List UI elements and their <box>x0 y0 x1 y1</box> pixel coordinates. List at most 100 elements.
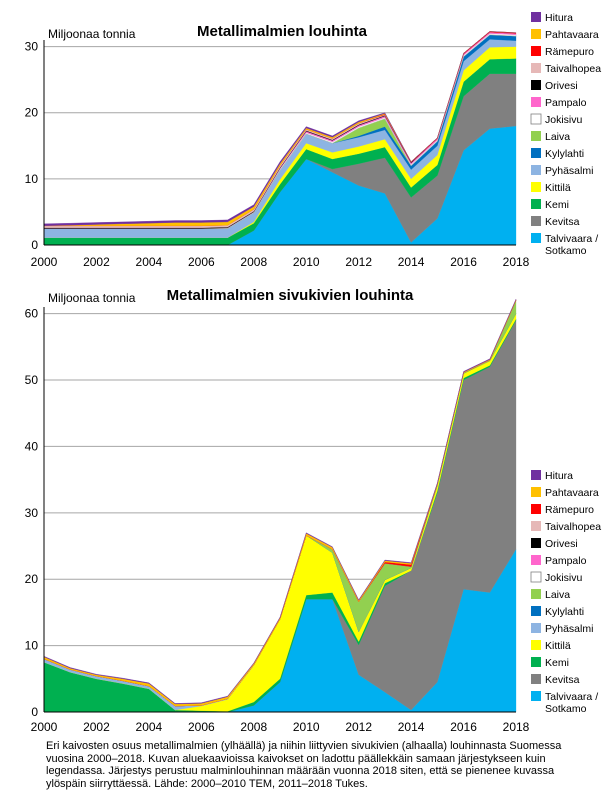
x-tick-label: 2000 <box>31 255 58 269</box>
legend-label: Laiva <box>545 589 570 601</box>
legend-label: Rämepuro <box>545 46 594 58</box>
y-tick-label: 10 <box>25 639 39 653</box>
x-tick-label: 2006 <box>188 720 215 734</box>
y-axis-label: Miljoonaa tonnia <box>48 27 136 41</box>
legend-swatch-taivalhopea <box>531 521 541 531</box>
x-tick-label: 2014 <box>398 720 425 734</box>
x-tick-label: 2018 <box>503 255 530 269</box>
legend-label: Pyhäsalmi <box>545 165 593 177</box>
y-tick-label: 30 <box>25 40 39 54</box>
legend-swatch-kemi <box>531 657 541 667</box>
y-axis-label: Miljoonaa tonnia <box>48 291 136 305</box>
x-tick-label: 2000 <box>31 720 58 734</box>
x-tick-label: 2006 <box>188 255 215 269</box>
x-tick-label: 2016 <box>450 255 477 269</box>
legend-label: Pampalo <box>545 555 587 567</box>
legend-swatch-kevitsa <box>531 216 541 226</box>
legend-label: Kittilä <box>545 182 571 194</box>
y-tick-label: 60 <box>25 307 39 321</box>
legend-label: Pampalo <box>545 97 587 109</box>
legend-swatch-kemi <box>531 199 541 209</box>
x-tick-label: 2016 <box>450 720 477 734</box>
x-tick-label: 2012 <box>345 720 372 734</box>
legend-swatch-pahtavaara <box>531 29 541 39</box>
legend-label: Taivalhopea <box>545 63 601 75</box>
x-tick-label: 2010 <box>293 720 320 734</box>
legend-swatch-talvivaara <box>531 691 541 701</box>
legend-swatch-ramepuro <box>531 46 541 56</box>
legend-swatch-taivalhopea <box>531 63 541 73</box>
legend-swatch-pampalo <box>531 555 541 565</box>
legend-label: Rämepuro <box>545 504 594 516</box>
legend-label: Orivesi <box>545 538 578 550</box>
legend-swatch-pampalo <box>531 97 541 107</box>
legend-swatch-kylylahti <box>531 606 541 616</box>
legend-label: Kemi <box>545 657 569 669</box>
legend-label: Kittilä <box>545 640 571 652</box>
legend-label: Jokisivu <box>545 114 583 126</box>
legend-swatch-ramepuro <box>531 504 541 514</box>
waste-rock-mining-chart: 0 10 20 30 40 50 60 2000 2002 2004 2006 2008 2010 201… <box>25 287 602 734</box>
figure-caption: Eri kaivosten osuus metallimalmien (ylhä… <box>46 740 562 790</box>
legend-label: Pyhäsalmi <box>545 623 593 635</box>
x-tick-label: 2004 <box>136 255 163 269</box>
y-tick-label: 20 <box>25 572 39 586</box>
legend-label: Kevitsa <box>545 674 580 686</box>
legend-label: Talvivaara / <box>545 233 598 245</box>
legend-label: Kevitsa <box>545 216 580 228</box>
legend-swatch-orivesi <box>531 538 541 548</box>
legend-swatch-talvivaara <box>531 233 541 243</box>
legend-label: Kemi <box>545 199 569 211</box>
legend-swatch-kevitsa <box>531 674 541 684</box>
legend-swatch-pyhasalmi <box>531 165 541 175</box>
legend-label: Taivalhopea <box>545 521 601 533</box>
y-tick-label: 20 <box>25 106 39 120</box>
chart-title: Metallimalmien louhinta <box>197 23 368 40</box>
legend-swatch-jokisivu <box>530 113 542 125</box>
legend-swatch-hitura <box>531 470 541 480</box>
chart-title: Metallimalmien sivukivien louhinta <box>167 287 414 304</box>
area-series-hitura <box>43 298 517 705</box>
y-tick-label: 30 <box>25 506 39 520</box>
x-tick-label: 2012 <box>345 255 372 269</box>
y-tick-label: 0 <box>31 238 38 252</box>
legend-label: Jokisivu <box>545 572 583 584</box>
legend-label: Orivesi <box>545 80 578 92</box>
legend-label: Sotkamo <box>545 703 587 715</box>
x-tick-label: 2014 <box>398 255 425 269</box>
legend-label: Hitura <box>545 12 573 24</box>
x-tick-label: 2008 <box>240 720 267 734</box>
x-tick-label: 2010 <box>293 255 320 269</box>
legend-label: Talvivaara / <box>545 691 598 703</box>
x-tick-label: 2002 <box>83 255 110 269</box>
legend-swatch-pyhasalmi <box>531 623 541 633</box>
legend-label: Pahtavaara <box>545 29 599 41</box>
legend-swatch-jokisivu <box>530 571 542 583</box>
legend-swatch-laiva <box>531 589 541 599</box>
ore-mining-chart: 0 10 20 30 2000 2002 2004 2006 2008 2010 2012 2014 2… <box>25 12 601 269</box>
x-tick-label: 2002 <box>83 720 110 734</box>
legend-label: Pahtavaara <box>545 487 599 499</box>
x-tick-label: 2004 <box>136 720 163 734</box>
legend-swatch-kittila <box>531 182 541 192</box>
y-tick-label: 10 <box>25 172 39 186</box>
legend-swatch-kylylahti <box>531 148 541 158</box>
legend-swatch-laiva <box>531 131 541 141</box>
y-tick-label: 50 <box>25 373 39 387</box>
x-tick-label: 2008 <box>240 255 267 269</box>
legend: Hitura Pahtavaara Rämepuro Taivalhopea Orive… <box>530 470 601 715</box>
legend-label: Kylylahti <box>545 606 584 618</box>
legend-label: Kylylahti <box>545 148 584 160</box>
legend-label: Sotkamo <box>545 245 587 257</box>
legend-label: Hitura <box>545 470 573 482</box>
legend: Hitura Pahtavaara Rämepuro Taivalhopea Orive… <box>530 12 601 257</box>
y-tick-label: 0 <box>31 705 38 719</box>
legend-swatch-hitura <box>531 12 541 22</box>
legend-label: Laiva <box>545 131 570 143</box>
legend-swatch-kittila <box>531 640 541 650</box>
y-tick-label: 40 <box>25 439 39 453</box>
legend-swatch-orivesi <box>531 80 541 90</box>
area-series-hitura <box>43 31 517 226</box>
x-tick-label: 2018 <box>503 720 530 734</box>
